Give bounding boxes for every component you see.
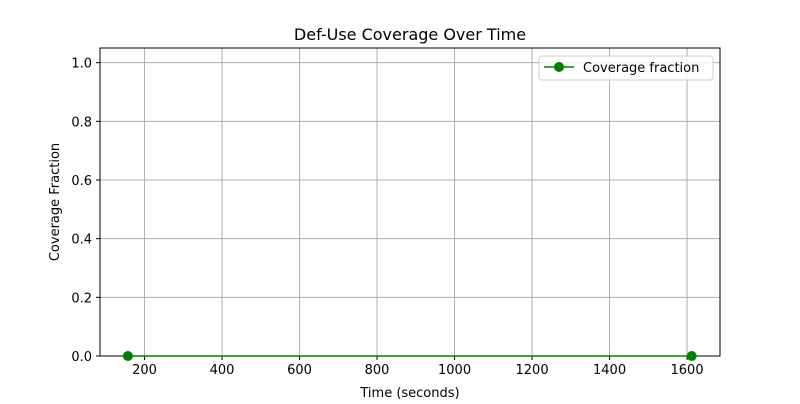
legend: Coverage fraction bbox=[538, 55, 714, 81]
series-layer bbox=[122, 351, 697, 361]
x-axis-label: Time (seconds) bbox=[359, 386, 459, 400]
x-tick-label: 800 bbox=[365, 363, 390, 378]
y-tick-label: 0.8 bbox=[71, 115, 92, 130]
chart-title: Def-Use Coverage Over Time bbox=[294, 25, 526, 44]
y-tick-label: 0.0 bbox=[71, 350, 92, 365]
legend-box bbox=[538, 55, 714, 81]
y-tick-label: 0.4 bbox=[71, 233, 92, 248]
y-axis-label: Coverage Fraction bbox=[48, 143, 63, 261]
y-tick-label: 1.0 bbox=[71, 57, 92, 72]
ticks-layer: 200 400 600 800 1000 1200 1400 1600 0.0 0.2 0.4 0.6… bbox=[71, 57, 703, 378]
x-tick-label: 1200 bbox=[516, 363, 549, 378]
data-point bbox=[122, 351, 133, 361]
x-tick-label: 1000 bbox=[438, 363, 471, 378]
x-tick-label: 1400 bbox=[593, 363, 626, 378]
x-tick-label: 200 bbox=[132, 363, 157, 378]
data-point bbox=[686, 351, 697, 361]
y-tick-label: 0.6 bbox=[71, 174, 92, 189]
legend-marker bbox=[554, 62, 564, 72]
x-tick-label: 1600 bbox=[671, 363, 704, 378]
x-tick-label: 600 bbox=[287, 363, 312, 378]
legend-label: Coverage fraction bbox=[583, 61, 699, 76]
x-tick-label: 400 bbox=[210, 363, 235, 378]
y-tick-label: 0.2 bbox=[71, 291, 92, 306]
